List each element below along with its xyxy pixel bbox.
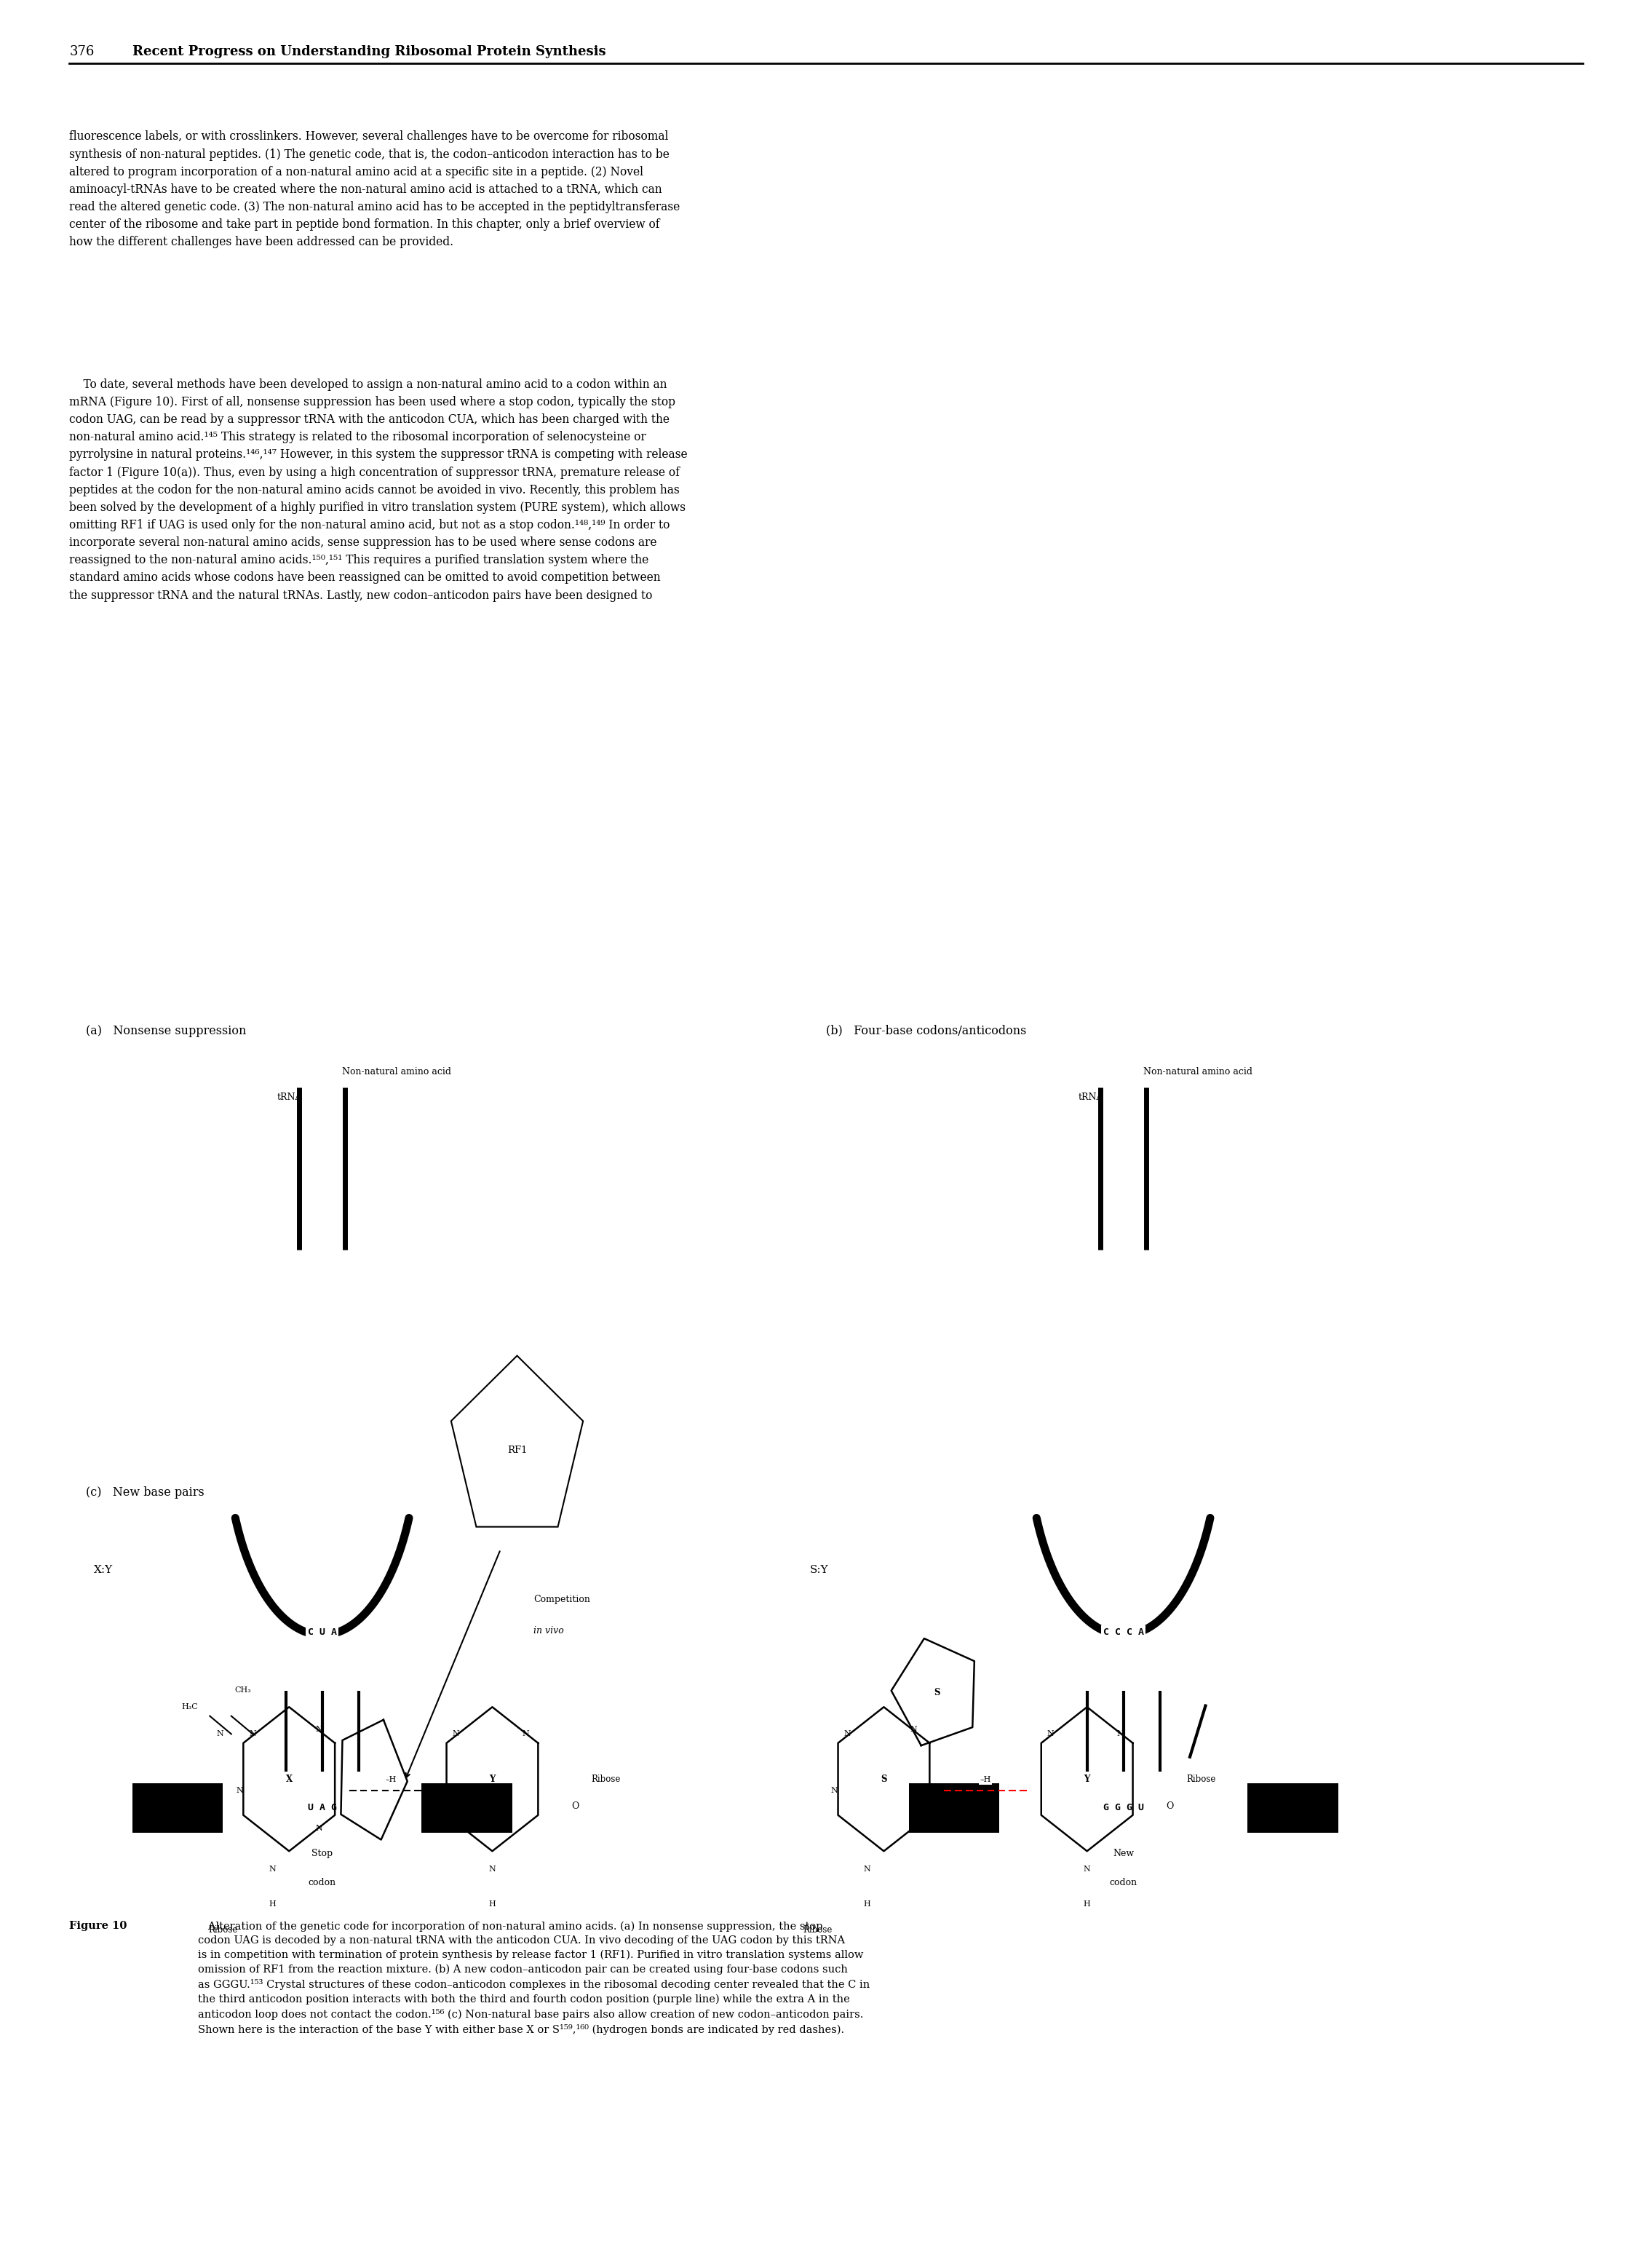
Text: H: H — [489, 1901, 496, 1907]
Text: N: N — [910, 1824, 917, 1833]
Text: N: N — [269, 1865, 276, 1874]
Text: N: N — [216, 1730, 223, 1739]
Text: N: N — [864, 1865, 871, 1874]
Text: N: N — [1084, 1865, 1090, 1874]
Text: codon: codon — [309, 1878, 335, 1887]
Text: Y: Y — [489, 1775, 496, 1784]
Text: H: H — [269, 1901, 276, 1907]
Text: Recent Progress on Understanding Ribosomal Protein Synthesis: Recent Progress on Understanding Ribosom… — [132, 45, 606, 59]
Text: N: N — [1117, 1730, 1123, 1739]
Text: To date, several methods have been developed to assign a non-natural amino acid : To date, several methods have been devel… — [69, 378, 687, 601]
Text: New: New — [1113, 1849, 1133, 1858]
Text: Non-natural amino acid: Non-natural amino acid — [342, 1067, 451, 1076]
Text: Alteration of the genetic code for incorporation of non-natural amino acids. (a): Alteration of the genetic code for incor… — [198, 1921, 871, 2036]
Bar — [421, 1784, 512, 1833]
Text: X: X — [286, 1775, 292, 1784]
Text: –H: –H — [980, 1777, 991, 1784]
Text: tRNA: tRNA — [278, 1092, 302, 1101]
Text: N: N — [316, 1824, 322, 1833]
Text: Stop: Stop — [312, 1849, 332, 1858]
Text: Y: Y — [1084, 1775, 1090, 1784]
Text: N: N — [316, 1725, 322, 1734]
Text: tRNA: tRNA — [1079, 1092, 1104, 1101]
Text: N: N — [249, 1730, 256, 1739]
Text: in vivo: in vivo — [534, 1626, 563, 1635]
Text: O: O — [572, 1802, 580, 1811]
Text: H: H — [1084, 1901, 1090, 1907]
Text: G G G U: G G G U — [1104, 1804, 1143, 1813]
Text: C C C A: C C C A — [1104, 1628, 1143, 1637]
Text: (a)   Nonsense suppression: (a) Nonsense suppression — [86, 1025, 246, 1036]
Bar — [1247, 1784, 1338, 1833]
Text: S:Y: S:Y — [809, 1565, 828, 1576]
Text: (b)   Four-base codons/anticodons: (b) Four-base codons/anticodons — [826, 1025, 1026, 1036]
Text: Ribose: Ribose — [591, 1775, 621, 1784]
Text: N: N — [831, 1786, 838, 1795]
Text: Competition: Competition — [534, 1594, 590, 1603]
Text: N: N — [910, 1725, 917, 1734]
Text: Figure 10: Figure 10 — [69, 1921, 127, 1932]
Bar — [132, 1784, 223, 1833]
Text: Non-natural amino acid: Non-natural amino acid — [1143, 1067, 1252, 1076]
Text: (c)   New base pairs: (c) New base pairs — [86, 1486, 205, 1498]
Text: codon: codon — [1110, 1878, 1137, 1887]
Text: N: N — [489, 1865, 496, 1874]
Text: N: N — [453, 1730, 459, 1739]
Text: CH₃: CH₃ — [235, 1687, 251, 1694]
Text: S: S — [933, 1687, 940, 1698]
Text: O: O — [1166, 1802, 1175, 1811]
Text: H₃C: H₃C — [182, 1703, 198, 1712]
Text: –H: –H — [385, 1777, 396, 1784]
Text: 376: 376 — [69, 45, 94, 59]
Text: U A G: U A G — [307, 1804, 337, 1813]
Text: RF1: RF1 — [507, 1446, 527, 1455]
Text: Ribose: Ribose — [1186, 1775, 1216, 1784]
Text: N: N — [236, 1786, 243, 1795]
Text: N: N — [844, 1730, 851, 1739]
Text: N: N — [522, 1730, 529, 1739]
Text: S: S — [881, 1775, 887, 1784]
Text: fluorescence labels, or with crosslinkers. However, several challenges have to b: fluorescence labels, or with crosslinker… — [69, 131, 681, 248]
Text: N: N — [1047, 1730, 1054, 1739]
Polygon shape — [451, 1356, 583, 1527]
Text: H: H — [864, 1901, 871, 1907]
Text: C U A: C U A — [307, 1628, 337, 1637]
Text: Ribose: Ribose — [208, 1925, 238, 1934]
Text: X:Y: X:Y — [94, 1565, 114, 1576]
Text: Ribose: Ribose — [803, 1925, 833, 1934]
Bar — [909, 1784, 999, 1833]
